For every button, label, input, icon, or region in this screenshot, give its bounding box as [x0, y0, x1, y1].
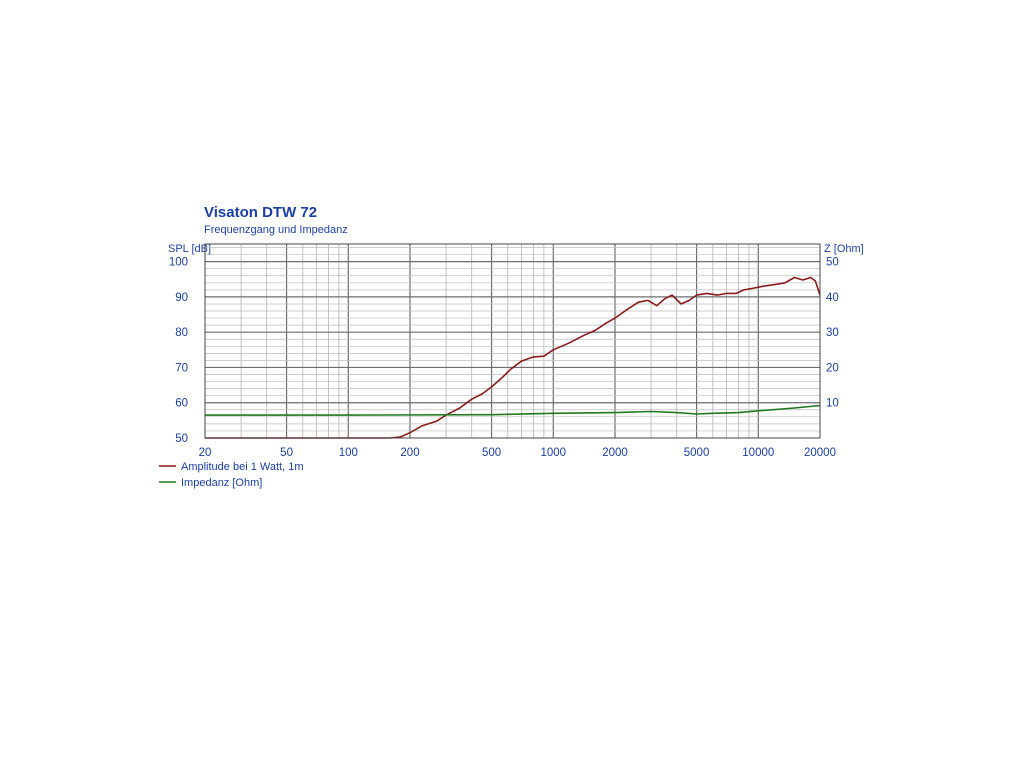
x-tick-label: 2000	[602, 447, 628, 459]
y-axis-right-label: Z [Ohm]	[824, 243, 864, 255]
y-right-tick-label: 40	[826, 292, 839, 304]
x-tick-label: 1000	[540, 447, 566, 459]
x-tick-label: 20	[199, 447, 212, 459]
x-tick-label: 5000	[684, 447, 710, 459]
y-right-tick-label: 50	[826, 257, 839, 269]
x-tick-label: 10000	[742, 447, 774, 459]
chart-title: Visaton DTW 72	[204, 204, 317, 221]
x-tick-label: 100	[339, 447, 358, 459]
y-right-tick-label: 30	[826, 327, 839, 339]
y-right-tick-label: 10	[826, 398, 839, 410]
series-lines	[205, 276, 821, 439]
legend: Amplitude bei 1 Watt, 1m Impedanz [Ohm]	[159, 461, 303, 489]
y-left-tick-label: 60	[175, 398, 188, 410]
x-tick-label: 200	[400, 447, 419, 459]
amplitude-series-line	[205, 276, 821, 439]
legend-label-amplitude: Amplitude bei 1 Watt, 1m	[181, 461, 303, 473]
legend-label-impedance: Impedanz [Ohm]	[181, 477, 262, 489]
y-left-tick-label: 100	[169, 257, 188, 269]
impedance-series-line	[205, 404, 821, 416]
tick-labels: 20 50 100 200 500 1000 2000 5000 10000 20000 50 60 7…	[169, 257, 839, 459]
y-left-tick-label: 50	[175, 433, 188, 445]
y-left-tick-label: 70	[175, 362, 188, 374]
y-axis-left-label: SPL [dB]	[168, 243, 211, 255]
chart-subtitle: Frequenzgang und Impedanz	[204, 224, 348, 236]
plot-frame	[204, 243, 821, 439]
x-tick-label: 20000	[804, 447, 836, 459]
x-tick-label: 50	[280, 447, 293, 459]
grid	[205, 244, 820, 438]
y-right-tick-label: 20	[826, 362, 839, 374]
y-left-tick-label: 90	[175, 292, 188, 304]
y-left-tick-label: 80	[175, 327, 188, 339]
x-tick-label: 500	[482, 447, 501, 459]
